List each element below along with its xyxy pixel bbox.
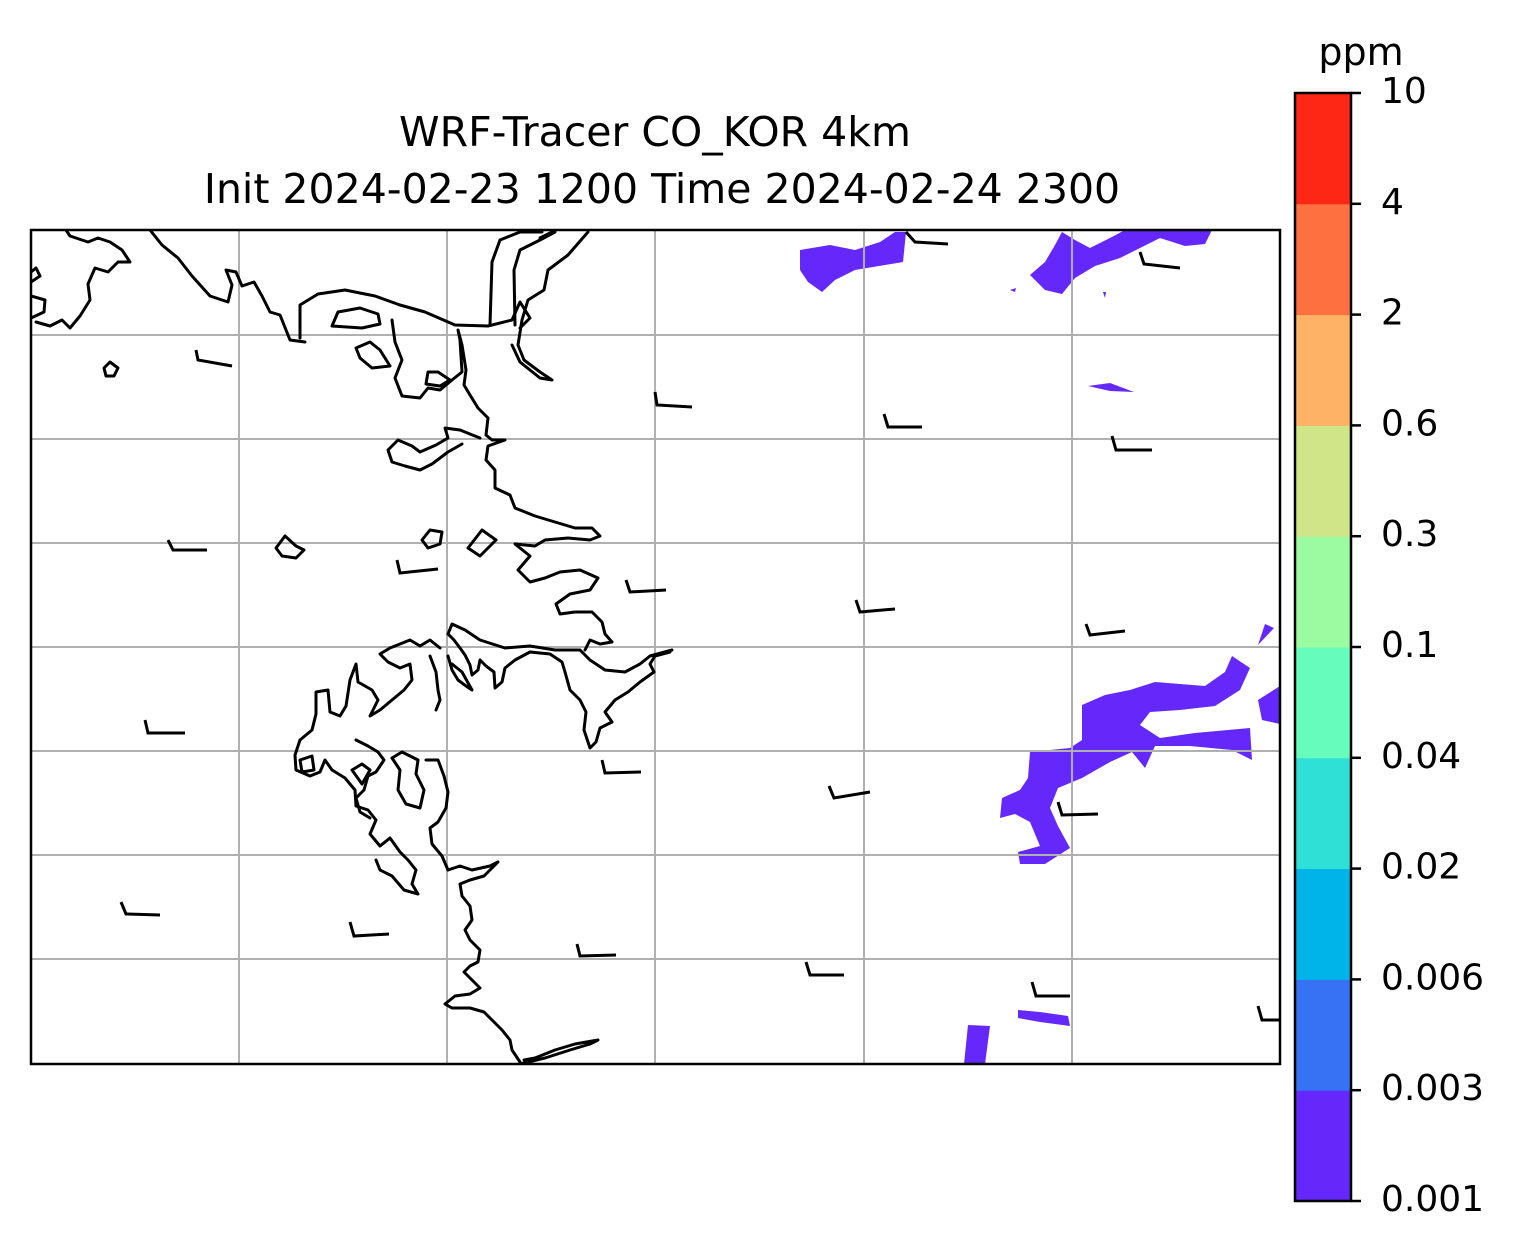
colorbar-tick-label: 0.003 xyxy=(1381,1068,1484,1109)
tracer-patch-south-2 xyxy=(964,1025,990,1064)
coastline-peninsula xyxy=(390,318,614,652)
colorbar-tick-label: 0.3 xyxy=(1381,514,1438,555)
colorbar-band-9 xyxy=(1295,93,1351,205)
coastline-inlet-1 xyxy=(488,230,590,382)
colorbar-band-3 xyxy=(1295,757,1351,870)
colorbar-band-6 xyxy=(1295,425,1351,537)
colorbar-unit-label: ppm xyxy=(1318,30,1403,74)
colorbar-band-0 xyxy=(1295,1090,1351,1202)
coastline-south xyxy=(443,860,600,1064)
coastlines xyxy=(31,230,674,1064)
colorbar-tick-label: 0.1 xyxy=(1381,625,1438,666)
coastline-island-6 xyxy=(420,528,444,550)
coastline-island-5 xyxy=(274,534,306,560)
colorbar-frame xyxy=(1293,91,1353,1203)
coastline-island-7 xyxy=(466,528,498,558)
tracer-sliver-1 xyxy=(1088,383,1134,392)
colorbar-band-1 xyxy=(1295,979,1351,1091)
coastline-northwest xyxy=(31,230,132,330)
tracer-patch-east-top xyxy=(1258,624,1274,645)
colorbar-tick-label: 0.6 xyxy=(1381,403,1438,444)
colorbar: ppm 0.001 0.003 0.006 0.02 0.04 0.1 0.3 0.6 2 4 10 xyxy=(1293,30,1484,1220)
colorbar-tick-label: 0.001 xyxy=(1381,1179,1484,1220)
coastline-island-9 xyxy=(298,754,316,774)
coastline-island-1 xyxy=(330,306,382,330)
colorbar-tick-label: 10 xyxy=(1381,71,1427,112)
colorbar-band-4 xyxy=(1295,647,1351,759)
colorbar-tick-label: 0.04 xyxy=(1381,736,1461,777)
colorbar-tick-label: 2 xyxy=(1381,293,1404,334)
colorbar-band-2 xyxy=(1295,868,1351,980)
tracer-patch-north-center xyxy=(800,232,906,292)
coastline-archipelago xyxy=(293,638,474,896)
coastline-island-8 xyxy=(350,762,372,786)
tracer-patch-east xyxy=(1000,656,1252,864)
tracer-contours xyxy=(800,230,1280,1064)
map-frame xyxy=(29,228,1282,1066)
coastline-north-2 xyxy=(298,288,532,340)
coastline-bay-1 xyxy=(386,426,482,472)
coastline-island-2 xyxy=(354,340,392,370)
tracer-speck-1 xyxy=(1010,288,1016,292)
gridlines xyxy=(31,230,1280,1064)
colorbar-band-8 xyxy=(1295,203,1351,316)
coastline-island-3 xyxy=(424,370,452,388)
colorbar-tick-label: 0.006 xyxy=(1381,957,1484,998)
tracer-patch-east-edge xyxy=(1258,686,1280,724)
tracer-patch-south-1 xyxy=(1018,1010,1070,1026)
tracer-speck-2 xyxy=(1103,292,1106,298)
coastline-west-coast xyxy=(446,622,674,750)
colorbar-band-5 xyxy=(1295,536,1351,648)
wind-barbs xyxy=(119,230,1280,1022)
colorbar-tick-label: 0.02 xyxy=(1381,847,1461,888)
tracer-patch-north-east xyxy=(1030,230,1212,294)
title-line-2: Init 2024-02-23 1200 Time 2024-02-24 230… xyxy=(204,165,1120,213)
coastline-north-1 xyxy=(148,230,307,344)
colorbar-tick-label: 4 xyxy=(1381,182,1404,223)
title-line-1: WRF-Tracer CO_KOR 4km xyxy=(399,108,911,156)
coastline-island-4 xyxy=(102,360,120,378)
map-panel xyxy=(29,228,1282,1066)
colorbar-band-7 xyxy=(1295,314,1351,426)
